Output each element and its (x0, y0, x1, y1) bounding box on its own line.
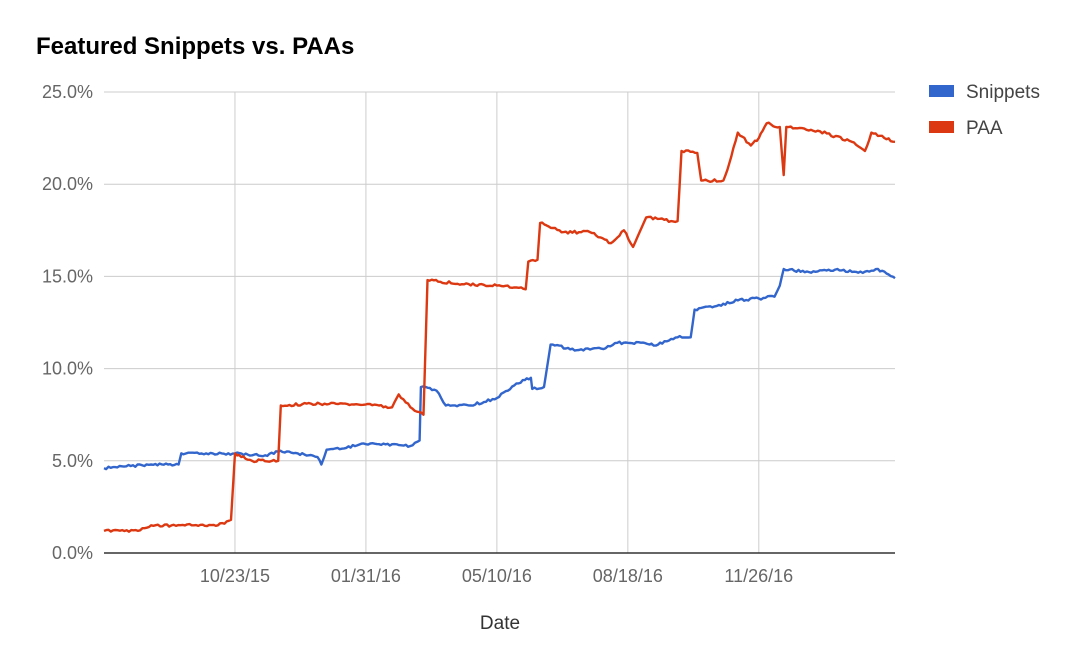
x-tick-label: 11/26/16 (724, 566, 793, 586)
grid (104, 91, 895, 553)
x-tick-label: 08/18/16 (593, 566, 663, 586)
legend: Snippets PAA (929, 82, 1040, 139)
legend-label-paa: PAA (966, 118, 1003, 139)
series-line-snippets (103, 267, 896, 471)
legend-swatch-paa (929, 121, 954, 133)
x-tick-label: 10/23/15 (200, 566, 270, 586)
x-tick-label: 01/31/16 (331, 566, 401, 586)
y-tick-label: 10.0% (42, 359, 93, 379)
legend-label-snippets: Snippets (966, 82, 1040, 103)
x-axis-label: Date (480, 613, 520, 634)
y-axis-ticks: 0.0% 5.0% 10.0% 15.0% 20.0% 25.0% (42, 82, 93, 563)
y-tick-label: 15.0% (42, 266, 93, 286)
y-tick-label: 5.0% (52, 451, 93, 471)
legend-swatch-snippets (929, 85, 954, 97)
series-lines (103, 121, 896, 533)
x-axis-ticks: 10/23/15 01/31/16 05/10/16 08/18/16 11/26/16 (200, 566, 793, 586)
y-tick-label: 0.0% (52, 543, 93, 563)
x-tick-label: 05/10/16 (462, 566, 532, 586)
series-line-paa (103, 121, 896, 533)
y-tick-label: 20.0% (42, 174, 93, 194)
y-tick-label: 25.0% (42, 82, 93, 102)
chart-title: Featured Snippets vs. PAAs (36, 33, 354, 60)
